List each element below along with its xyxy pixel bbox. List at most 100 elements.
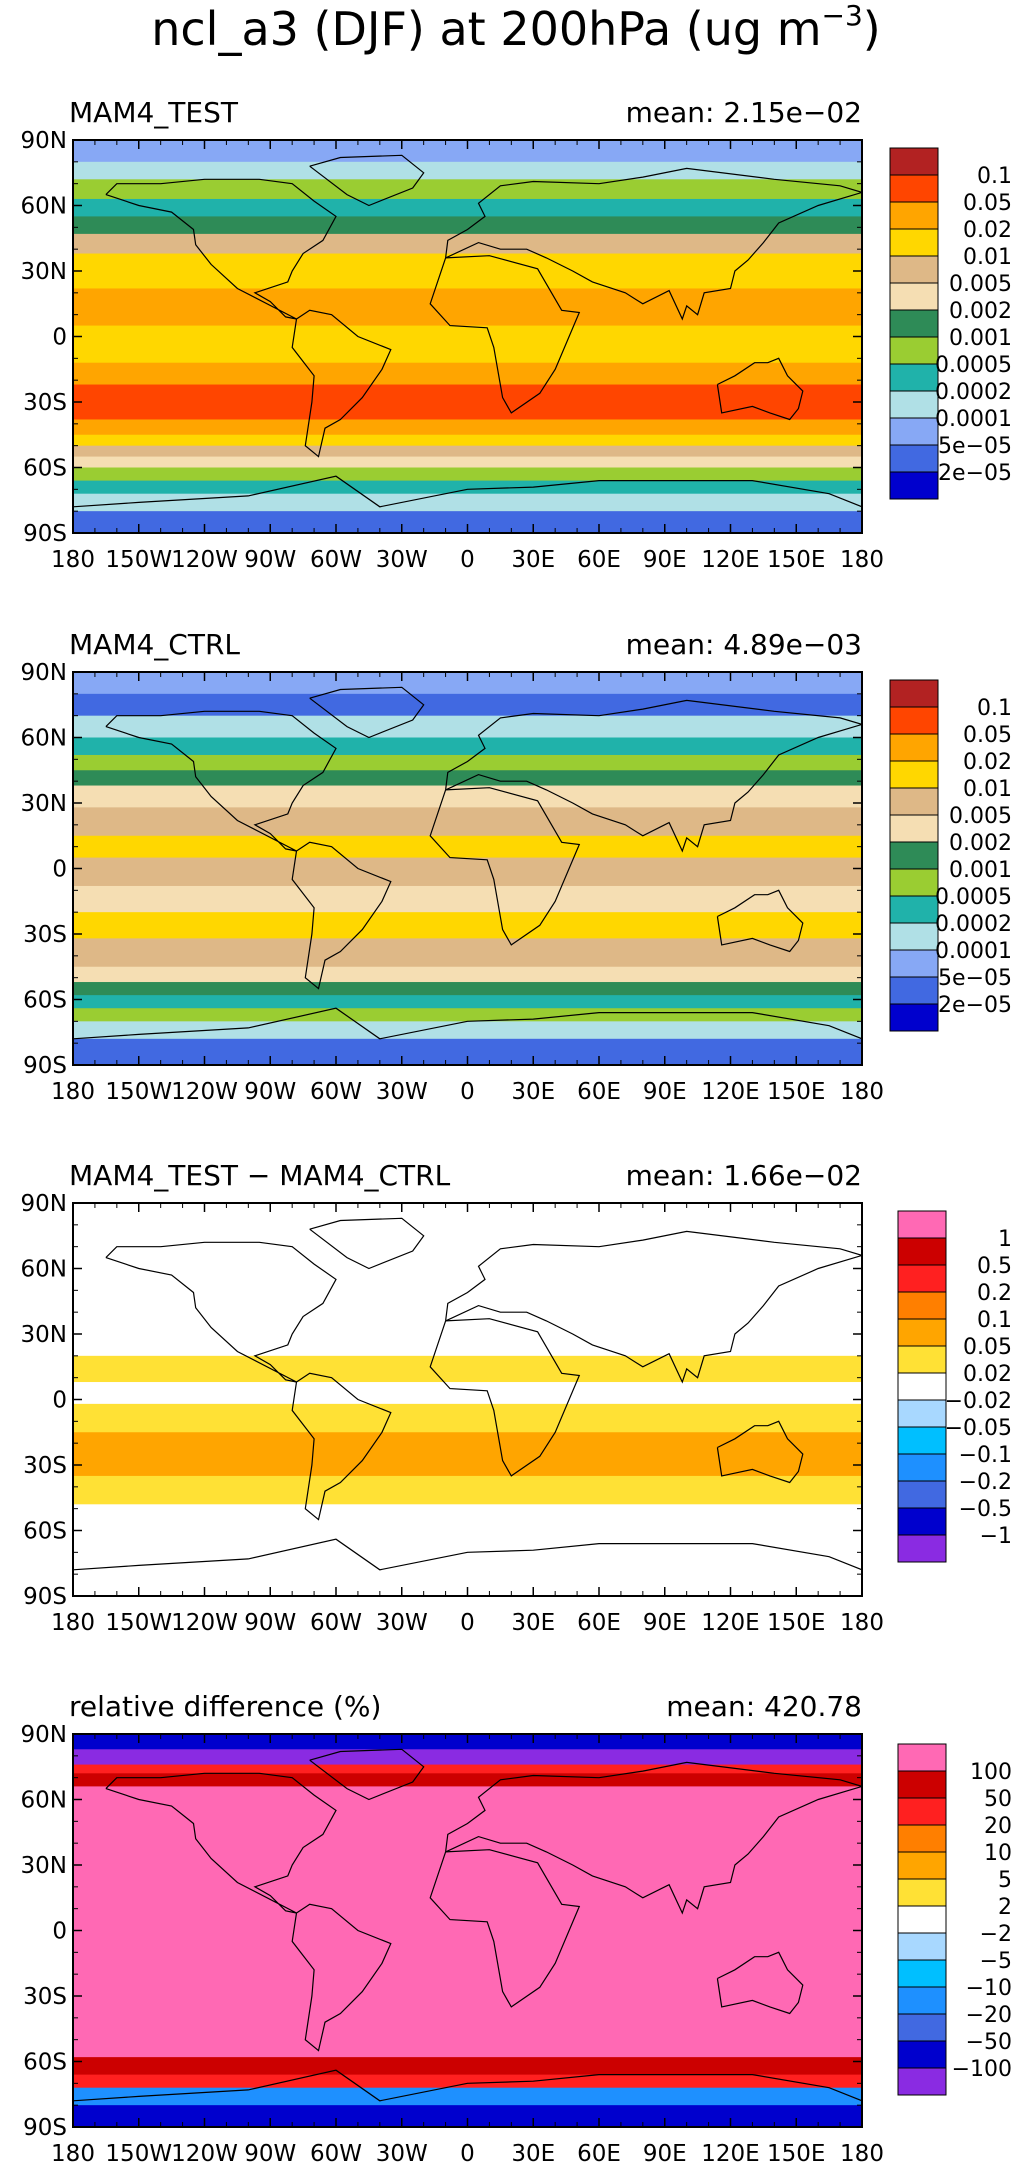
coastline bbox=[291, 1372, 392, 1521]
x-tick-label: 120W bbox=[171, 2141, 238, 2167]
plot-panel-1: 180 150W 120W 90W 60W 30W 0 30E 60E 90E 120E 150E 18… bbox=[21, 96, 1012, 573]
panel-title: MAM4_TEST − MAM4_CTRL bbox=[69, 1159, 451, 1192]
x-tick-label: 30W bbox=[376, 2141, 428, 2167]
panel-mean: mean: 4.89e−03 bbox=[626, 628, 862, 661]
coastline bbox=[445, 1230, 862, 1384]
colorbar-label: 5e−05 bbox=[938, 966, 1012, 991]
colorbar-swatch bbox=[889, 363, 939, 392]
colorbar-swatch bbox=[889, 868, 939, 897]
colorbar-swatch bbox=[889, 336, 939, 365]
colorbar-label: 2 bbox=[998, 1895, 1012, 1920]
colorbar-swatch bbox=[889, 922, 939, 951]
colorbar-swatch bbox=[897, 1399, 947, 1428]
x-tick-label: 30W bbox=[376, 1610, 428, 1636]
colorbar-swatch bbox=[897, 1534, 947, 1563]
colorbar-label: 0.05 bbox=[963, 191, 1012, 216]
field-band bbox=[73, 493, 862, 512]
colorbar-swatch bbox=[897, 1797, 947, 1826]
x-tick-label: 60E bbox=[577, 2141, 621, 2167]
x-tick-label: 120E bbox=[701, 1610, 759, 1636]
y-tick-label: 90S bbox=[23, 1053, 67, 1079]
x-tick-label: 180 bbox=[51, 2141, 95, 2167]
field-bands bbox=[73, 140, 862, 533]
coastline bbox=[309, 686, 425, 739]
coastline bbox=[429, 1318, 581, 1477]
colorbar: 0.10.050.020.010.0050.0020.0010.00050.00… bbox=[889, 679, 1012, 1032]
x-tick-label: 60W bbox=[310, 2141, 362, 2167]
field-band bbox=[73, 693, 862, 717]
colorbar-label: 5 bbox=[998, 1868, 1012, 1893]
coastline bbox=[105, 1772, 337, 1914]
colorbar-label: 0.0001 bbox=[935, 407, 1012, 432]
x-tick-label: 30W bbox=[376, 547, 428, 573]
colorbar-label: −10 bbox=[966, 1976, 1012, 2001]
x-tick-label: 120E bbox=[701, 1079, 759, 1105]
colorbar-label: 0.005 bbox=[949, 272, 1012, 297]
field-band bbox=[73, 807, 862, 837]
x-tick-label: 150E bbox=[767, 1610, 825, 1636]
x-tick-label: 180 bbox=[840, 1610, 884, 1636]
colorbar-label: 1 bbox=[998, 1227, 1012, 1252]
field-band bbox=[73, 1334, 862, 1357]
colorbar-swatch bbox=[889, 147, 939, 176]
field-band bbox=[73, 885, 862, 913]
field-band bbox=[73, 216, 862, 235]
x-tick-label: 60E bbox=[577, 1610, 621, 1636]
colorbar-label: −1 bbox=[980, 1524, 1012, 1549]
colorbar-swatch bbox=[897, 1345, 947, 1374]
field-band bbox=[73, 857, 862, 887]
colorbar-label: −0.1 bbox=[959, 1443, 1012, 1468]
colorbar-label: 0.5 bbox=[977, 1254, 1012, 1279]
field-band bbox=[73, 1355, 862, 1383]
field-band bbox=[73, 480, 862, 495]
field-band bbox=[73, 1021, 862, 1040]
x-tick-label: 0 bbox=[460, 2141, 475, 2167]
colorbar-label: −2 bbox=[980, 1922, 1012, 1947]
coastline bbox=[445, 167, 862, 321]
colorbar-swatch bbox=[897, 1824, 947, 1853]
colorbar-label: 0.1 bbox=[977, 696, 1012, 721]
plot-panel-4: 180 150W 120W 90W 60W 30W 0 30E 60E 90E 120E 150E 18… bbox=[21, 1690, 1012, 2167]
panel-title: relative difference (%) bbox=[69, 1690, 381, 1723]
colorbar-label: 0.002 bbox=[949, 299, 1012, 324]
colorbar-label: 10 bbox=[984, 1841, 1012, 1866]
colorbar-label: 0.0002 bbox=[935, 912, 1012, 937]
colorbar-swatch bbox=[897, 1210, 947, 1239]
y-tick-label: 0 bbox=[52, 325, 67, 351]
x-tick-label: 150W bbox=[105, 1079, 172, 1105]
colorbar-label: 0.05 bbox=[963, 1335, 1012, 1360]
colorbar-swatch bbox=[889, 679, 939, 708]
colorbar-swatch bbox=[889, 228, 939, 257]
field-band bbox=[73, 434, 862, 447]
field-band bbox=[73, 1786, 862, 2058]
coastline bbox=[291, 1903, 392, 2052]
x-tick-label: 90W bbox=[244, 1610, 296, 1636]
colorbar-label: 50 bbox=[984, 1787, 1012, 1812]
x-tick-label: 150W bbox=[105, 547, 172, 573]
y-tick-label: 0 bbox=[52, 1388, 67, 1414]
colorbar-label: 0.0005 bbox=[935, 353, 1012, 378]
field-band bbox=[73, 467, 862, 482]
field-band bbox=[73, 715, 862, 738]
field-band bbox=[73, 1749, 862, 1766]
plot-panel-3: 180 150W 120W 90W 60W 30W 0 30E 60E 90E 120E 150E 18… bbox=[21, 1159, 1012, 1636]
field-band bbox=[73, 1432, 862, 1477]
field-band bbox=[73, 1764, 862, 1774]
x-tick-label: 0 bbox=[460, 547, 475, 573]
x-tick-label: 90E bbox=[643, 547, 687, 573]
colorbar-swatch bbox=[897, 1426, 947, 1455]
field-band bbox=[73, 456, 862, 468]
colorbar-swatch bbox=[889, 949, 939, 978]
colorbar-label: 0.02 bbox=[963, 218, 1012, 243]
y-tick-label: 30S bbox=[23, 1984, 67, 2010]
coastline bbox=[716, 889, 804, 953]
colorbar-swatch bbox=[897, 1237, 947, 1266]
coastline bbox=[291, 309, 392, 458]
y-tick-label: 30S bbox=[23, 390, 67, 416]
x-tick-label: 30E bbox=[511, 2141, 555, 2167]
y-tick-label: 90N bbox=[21, 1722, 67, 1748]
x-tick-label: 150E bbox=[767, 2141, 825, 2167]
colorbar-swatch bbox=[889, 390, 939, 419]
field-band bbox=[73, 179, 862, 200]
